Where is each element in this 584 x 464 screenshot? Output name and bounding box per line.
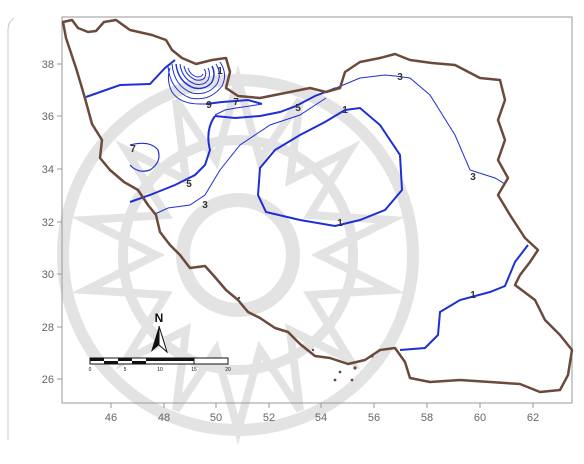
- watermark-seal: [57, 64, 419, 446]
- contour-label: 5: [186, 179, 192, 190]
- north-arrow-label: N: [155, 311, 164, 325]
- contour-line-7-coast: [205, 98, 263, 105]
- x-tick-label: 50: [210, 412, 222, 424]
- y-tick-label: 36: [42, 111, 54, 123]
- islands: [237, 296, 374, 382]
- x-tick-label: 54: [315, 412, 327, 424]
- contour-label: 1: [337, 218, 343, 229]
- contour-line-3-west: [154, 97, 327, 215]
- x-tick-label: 60: [474, 412, 486, 424]
- y-tick-label: 28: [42, 322, 54, 334]
- panel-edge: [7, 17, 15, 440]
- contour-line-7-west: [85, 59, 176, 98]
- plot-frame: [61, 16, 573, 404]
- x-tick-label: 48: [158, 412, 170, 424]
- contour-line-thin: [214, 103, 263, 116]
- contour-label: 3: [202, 200, 208, 211]
- north-arrow-left: [151, 326, 159, 352]
- x-tick-label: 58: [421, 412, 433, 424]
- x-tick-label: 62: [527, 412, 539, 424]
- island: [311, 348, 315, 352]
- contour-cluster-line: [171, 63, 220, 95]
- contour-label: 1: [470, 290, 476, 301]
- scale-bar: 0 5 10 15 20: [89, 357, 231, 373]
- north-arrow: N: [151, 311, 168, 354]
- contour-line-7-oval: [129, 142, 160, 172]
- y-tick-label: 26: [42, 374, 54, 386]
- contour-label: 7: [130, 144, 136, 155]
- y-tick-label: 34: [42, 164, 54, 176]
- y-axis: 38 36 34 32 30 28 26: [42, 59, 62, 386]
- watermark-ring-inner: [176, 193, 300, 317]
- contour-label: 5: [295, 103, 301, 114]
- contour-label: 1: [217, 66, 223, 77]
- watermark-star: [70, 64, 406, 446]
- contour-label: 3: [397, 72, 403, 83]
- x-tick-label: 52: [263, 412, 275, 424]
- x-tick-label: 46: [105, 412, 117, 424]
- island: [350, 378, 354, 382]
- watermark-ring-outer: [57, 74, 419, 436]
- scale-bar-label: 5: [124, 367, 127, 373]
- contour-cluster-line: [175, 63, 215, 90]
- scale-bar-label: 20: [225, 367, 231, 373]
- contour-label: 1: [342, 105, 348, 116]
- contour-line-5-north: [214, 87, 337, 120]
- contour-cluster-line: [167, 61, 226, 100]
- island: [333, 378, 337, 382]
- scale-bar-label: 10: [157, 367, 163, 373]
- north-arrow-right: [158, 325, 168, 354]
- contour-labels: 3 1 9 7 5 1 7 5 3 1 3 1: [130, 66, 476, 301]
- y-tick-label: 30: [42, 269, 54, 281]
- island: [370, 354, 374, 358]
- contour-line-1-southeast: [399, 244, 529, 351]
- x-axis: 46 48 50 52 54 56 58 60 62: [105, 403, 539, 424]
- contour-label: 3: [470, 172, 476, 183]
- island: [338, 370, 342, 374]
- island: [353, 366, 357, 370]
- contour-line-5-west: [129, 115, 216, 203]
- scale-bar-label: 0: [89, 367, 92, 373]
- x-tick-label: 56: [368, 412, 380, 424]
- contour-cluster-outer: [167, 67, 210, 105]
- contour-lines: [85, 59, 529, 351]
- contour-cluster-line: [187, 67, 204, 78]
- contour-label: 7: [233, 97, 239, 108]
- country-border: [61, 18, 574, 394]
- island: [237, 296, 241, 300]
- watermark-ring-middle: [118, 135, 358, 375]
- y-tick-label: 32: [42, 217, 54, 229]
- contour-cluster-line: [183, 65, 207, 81]
- scale-bar-label: 15: [191, 367, 197, 373]
- contour-line-1-loop: [256, 106, 404, 228]
- contour-line-3-east: [335, 74, 506, 185]
- contour-cluster-line: [179, 63, 210, 85]
- contour-label: 9: [206, 100, 212, 111]
- y-tick-label: 38: [42, 59, 54, 71]
